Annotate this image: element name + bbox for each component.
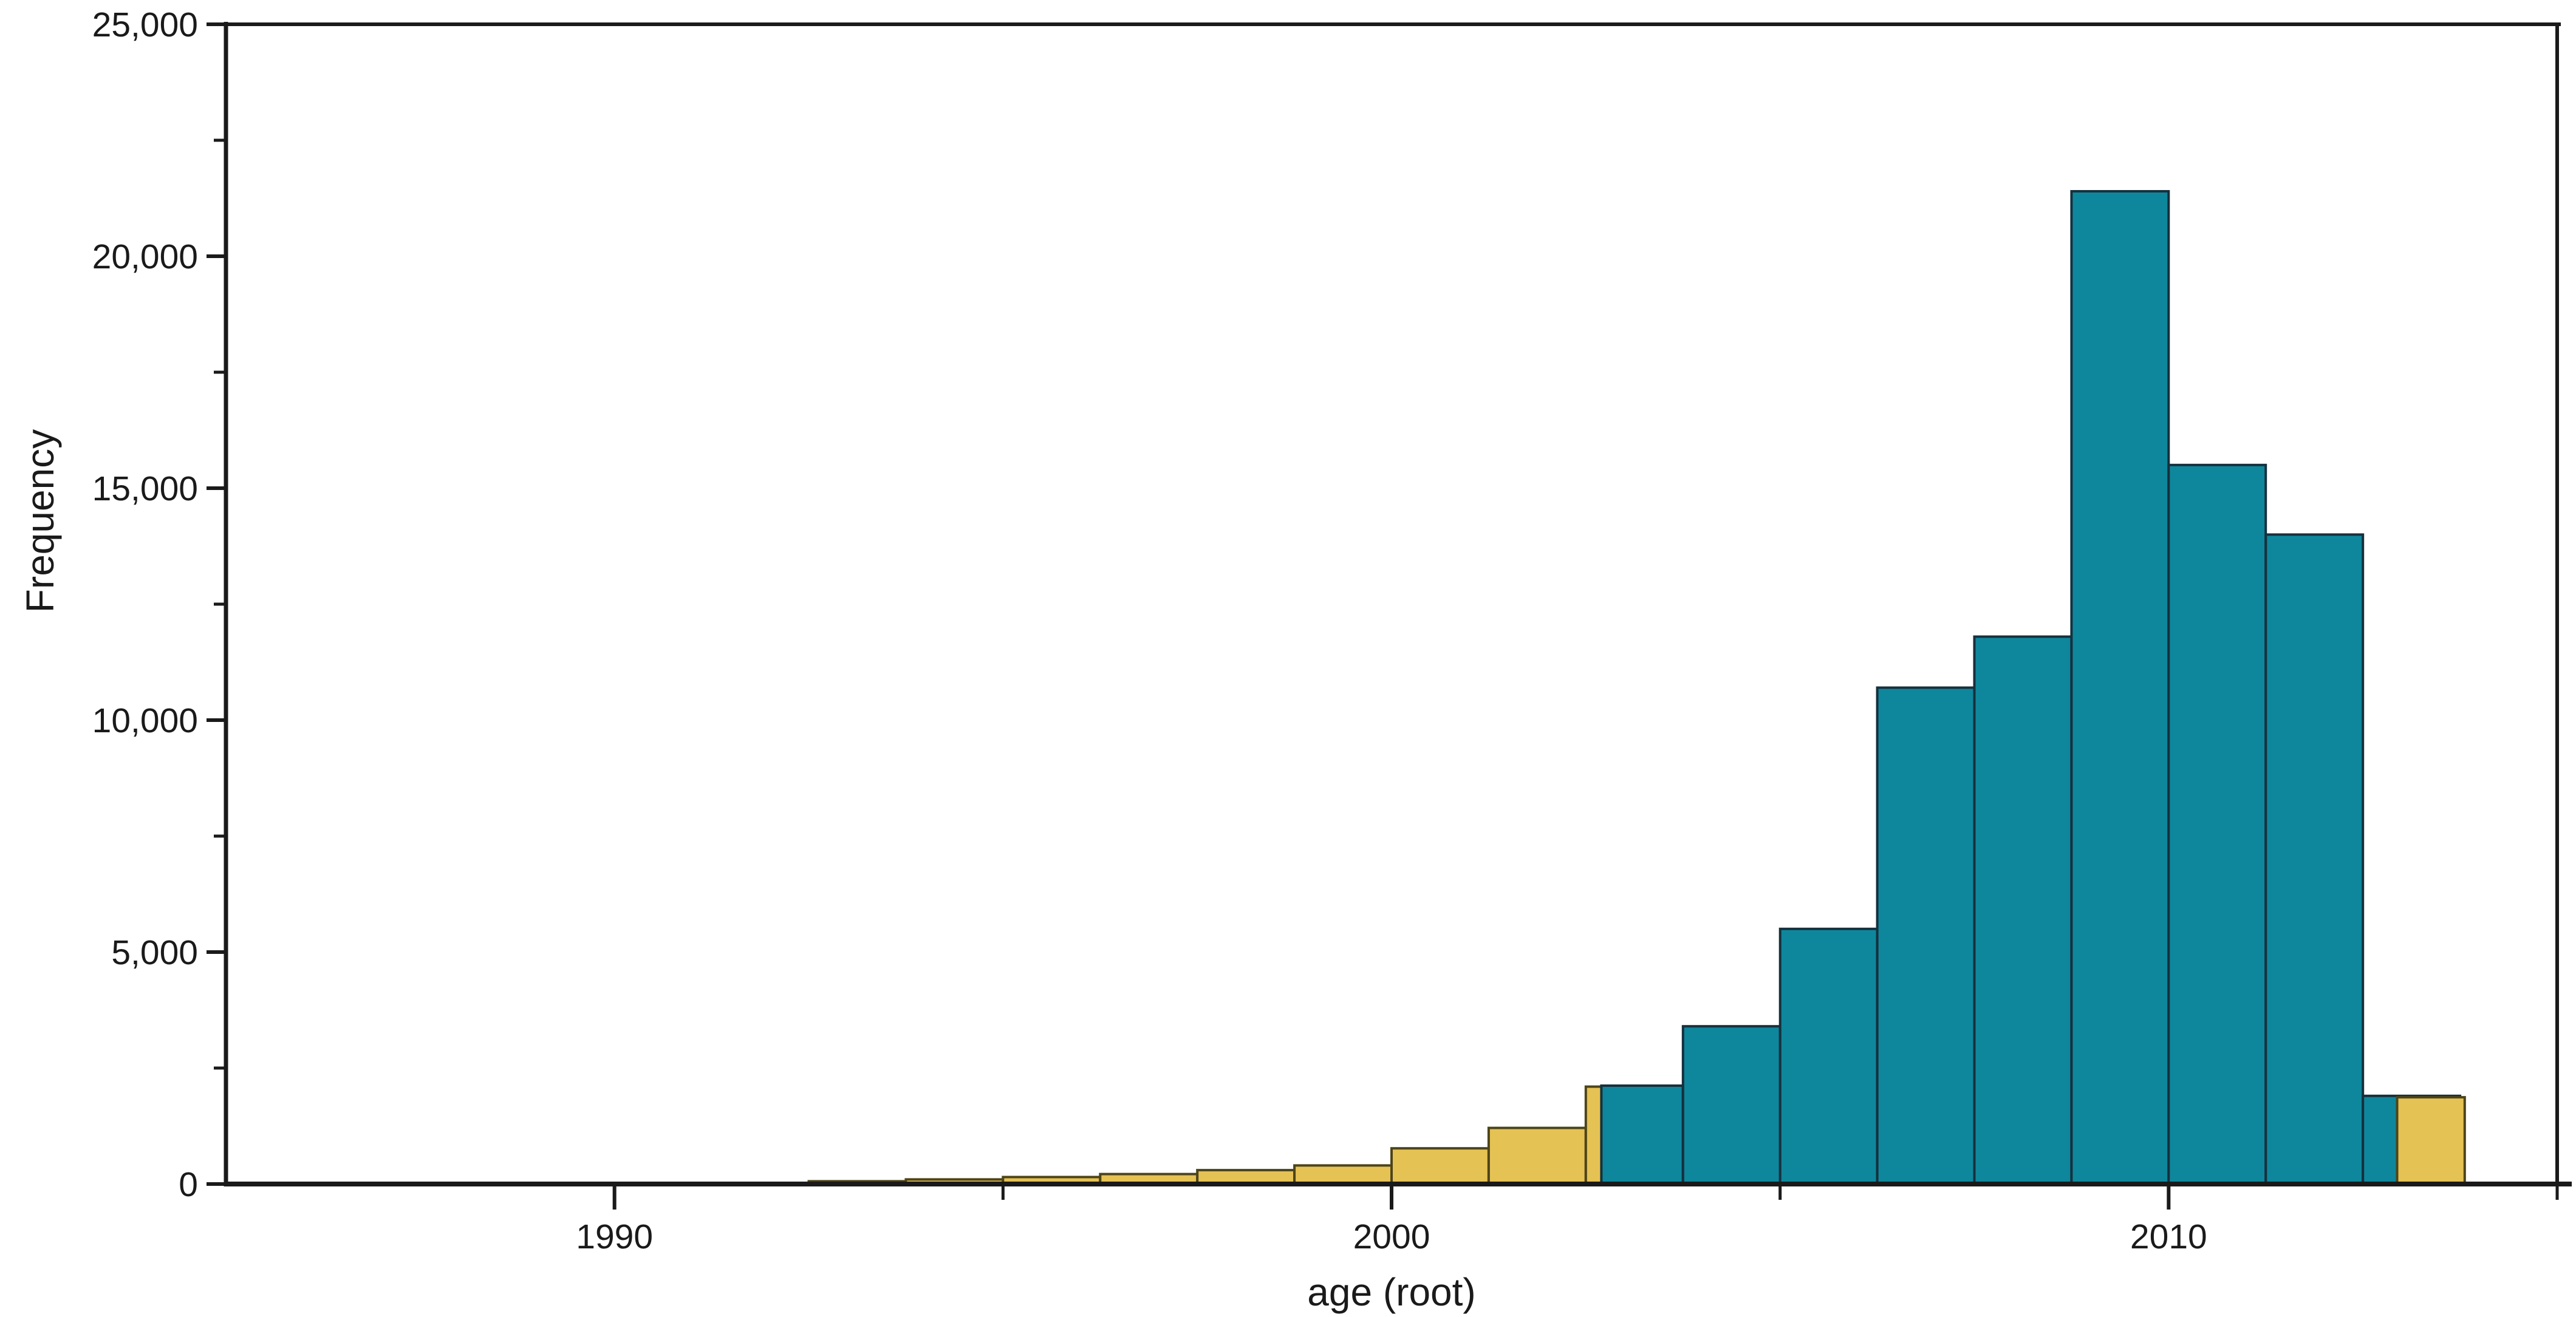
- teal-histogram-bar: [1876, 686, 1976, 1185]
- tick-labels-layer: 0 5,000 10,000 15,000 20,000 25,000 1990 2000 20…: [92, 5, 2207, 1256]
- y-tick-label-20000: 20,000: [92, 237, 198, 276]
- y-tick-label-15000: 15,000: [92, 469, 198, 508]
- bars-layer: [807, 190, 2466, 1186]
- y-tick-label-25000: 25,000: [92, 5, 198, 44]
- x-tick-label-1990: 1990: [576, 1217, 653, 1256]
- y-tick-label-10000: 10,000: [92, 701, 198, 740]
- gold-histogram-bar: [1390, 1147, 1490, 1185]
- gold-histogram-overlay-bar: [2396, 1096, 2466, 1185]
- y-tick-label-0: 0: [179, 1165, 198, 1204]
- teal-histogram-bar: [1778, 927, 1879, 1186]
- teal-histogram-bar: [1681, 1025, 1782, 1185]
- teal-histogram-bar: [1600, 1084, 1684, 1185]
- teal-histogram-bar: [1973, 635, 2073, 1185]
- x-axis-label: age (root): [1307, 1270, 1475, 1314]
- x-tick-label-2010: 2010: [2130, 1217, 2207, 1256]
- x-tick-label-2000: 2000: [1353, 1217, 1430, 1256]
- teal-histogram-bar: [2070, 190, 2170, 1185]
- teal-histogram-bar: [2264, 533, 2365, 1185]
- gold-histogram-bar: [1293, 1164, 1393, 1186]
- y-tick-label-5000: 5,000: [111, 933, 198, 972]
- ticks-layer: [207, 22, 2559, 1210]
- gold-histogram-bar: [1487, 1126, 1587, 1185]
- y-axis-label: Frequency: [18, 429, 62, 613]
- teal-histogram-bar: [2167, 463, 2267, 1185]
